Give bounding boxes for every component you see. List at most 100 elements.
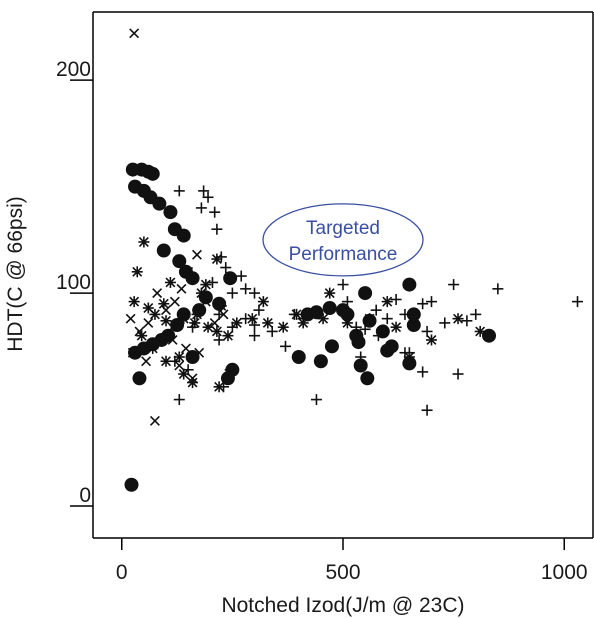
point-circle-32 — [291, 349, 306, 364]
point-star-4 — [160, 315, 172, 327]
point-plus-12 — [240, 283, 252, 295]
point-plus-3 — [202, 191, 214, 203]
point-circle-7 — [145, 166, 160, 181]
point-x-10 — [167, 334, 178, 345]
point-plus-36 — [421, 325, 433, 337]
point-star-10 — [222, 330, 234, 342]
point-plus-47 — [355, 351, 367, 363]
point-star-23 — [474, 325, 486, 337]
point-plus-21 — [266, 325, 278, 337]
point-star-38 — [136, 330, 148, 342]
data-points — [124, 28, 584, 492]
point-plus-40 — [461, 315, 473, 327]
point-plus-46 — [421, 404, 433, 416]
point-x-21 — [218, 309, 229, 320]
point-star-3 — [149, 308, 161, 320]
point-x-8 — [152, 288, 163, 299]
point-circle-19 — [223, 271, 238, 286]
plot-frame — [92, 11, 594, 539]
point-star-6 — [178, 313, 190, 325]
point-circle-18 — [185, 271, 200, 286]
point-circle-31 — [220, 371, 235, 386]
point-plus-2 — [198, 185, 210, 197]
point-star-19 — [390, 321, 402, 333]
point-star-5 — [169, 319, 181, 331]
point-star-42 — [164, 276, 176, 288]
point-circle-47 — [406, 307, 421, 322]
point-circle-12 — [163, 205, 178, 220]
point-star-12 — [246, 313, 258, 325]
point-x-7 — [143, 317, 154, 328]
point-circle-53 — [358, 286, 373, 301]
point-plus-25 — [310, 394, 322, 406]
point-plus-48 — [173, 394, 185, 406]
point-star-26 — [178, 368, 190, 380]
point-star-25 — [160, 355, 172, 367]
point-plus-5 — [209, 206, 221, 218]
point-star-13 — [262, 317, 274, 329]
point-star-11 — [231, 317, 243, 329]
point-plus-45 — [452, 368, 464, 380]
point-x-2 — [149, 415, 160, 426]
point-plus-1 — [173, 185, 185, 197]
point-plus-10 — [226, 287, 238, 299]
point-x-6 — [141, 356, 152, 367]
point-circle-41 — [360, 371, 375, 386]
point-star-17 — [341, 317, 353, 329]
point-x-4 — [127, 347, 138, 358]
point-plus-42 — [492, 283, 504, 295]
point-x-20 — [209, 317, 220, 328]
point-star-24 — [147, 342, 159, 354]
point-circle-16 — [172, 254, 187, 269]
point-circle-15 — [156, 243, 171, 258]
y-tick-label: 200 — [56, 58, 91, 81]
point-plus-8 — [220, 262, 232, 274]
point-star-1 — [128, 296, 140, 308]
point-star-35 — [215, 300, 227, 312]
x-tick-label: 1000 — [541, 561, 588, 584]
point-plus-22 — [279, 340, 291, 352]
point-star-36 — [138, 236, 150, 248]
annotation-line-2: Performance — [289, 244, 398, 265]
point-x-17 — [183, 266, 194, 277]
point-circle-48 — [402, 277, 417, 292]
point-circle-1 — [124, 477, 139, 492]
point-star-8 — [202, 321, 214, 333]
point-circle-46 — [406, 318, 421, 333]
point-circle-37 — [340, 307, 355, 322]
point-star-39 — [173, 351, 185, 363]
point-star-29 — [257, 296, 269, 308]
point-x-13 — [187, 373, 198, 384]
point-plus-28 — [350, 321, 362, 333]
point-circle-50 — [313, 354, 328, 369]
point-x-9 — [161, 305, 171, 316]
point-plus-32 — [390, 293, 402, 305]
point-x-19 — [200, 296, 211, 307]
point-circle-35 — [322, 301, 337, 316]
point-x-5 — [134, 326, 145, 337]
point-star-20 — [403, 351, 415, 363]
point-star-28 — [213, 381, 225, 393]
point-plus-55 — [372, 330, 384, 342]
point-star-43 — [381, 296, 393, 308]
point-star-15 — [291, 308, 303, 320]
point-plus-49 — [224, 364, 236, 376]
x-tick-label: 500 — [325, 561, 360, 584]
point-star-31 — [324, 287, 336, 299]
point-plus-11 — [235, 270, 247, 282]
point-plus-38 — [439, 317, 451, 329]
x-tick-label: 0 — [116, 561, 128, 584]
point-plus-30 — [370, 304, 382, 316]
point-circle-29 — [185, 349, 200, 364]
point-plus-4 — [195, 202, 207, 214]
point-star-33 — [200, 279, 212, 291]
point-circle-52 — [324, 339, 339, 354]
point-plus-29 — [359, 323, 371, 335]
point-circle-39 — [351, 335, 366, 350]
point-star-7 — [189, 317, 201, 329]
point-plus-6 — [211, 223, 223, 235]
y-tick-label: 100 — [56, 271, 91, 294]
point-plus-27 — [341, 296, 353, 308]
point-star-16 — [317, 313, 329, 325]
